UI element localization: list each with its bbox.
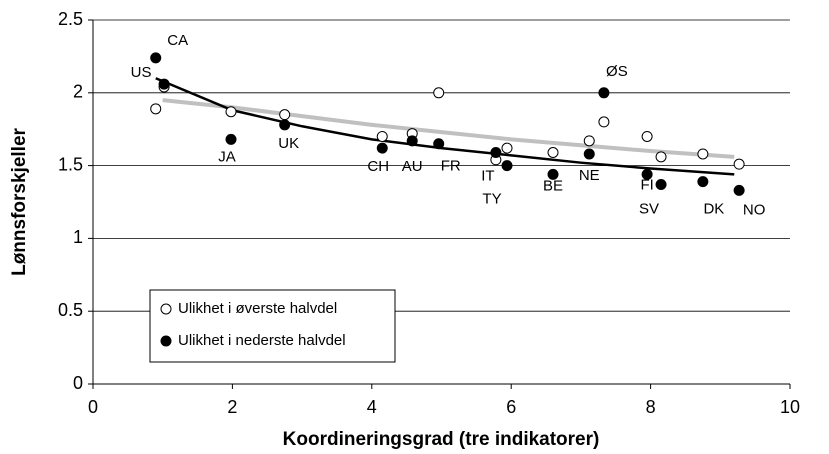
y-tick-label: 1.5	[58, 154, 83, 174]
point	[433, 87, 445, 99]
point	[150, 103, 162, 115]
x-tick-label: 10	[780, 397, 800, 417]
point	[583, 135, 595, 147]
point-label: NO	[743, 201, 766, 218]
point	[655, 151, 667, 163]
point	[279, 109, 291, 121]
point-label: CH	[367, 158, 389, 175]
point	[376, 142, 388, 154]
point	[501, 160, 513, 172]
point	[733, 184, 745, 196]
trend-line	[162, 98, 735, 159]
point	[225, 106, 237, 118]
point-label: ØS	[606, 63, 628, 80]
legend-box	[149, 289, 396, 363]
y-tick-label: 2	[73, 82, 83, 102]
x-tick-label: 6	[506, 397, 516, 417]
point	[641, 168, 653, 180]
point-label: UK	[278, 135, 299, 152]
point	[697, 148, 709, 160]
x-axis-title: Koordineringsgrad (tre indikatorer)	[283, 429, 600, 450]
point	[641, 130, 653, 142]
point-label: SV	[639, 200, 659, 217]
point	[225, 133, 237, 145]
point	[547, 168, 559, 180]
point-label: FR	[441, 158, 461, 175]
point	[279, 119, 291, 131]
point	[501, 142, 513, 154]
point-label: BE	[543, 177, 563, 194]
point-label: FI	[640, 176, 653, 193]
point-label: NE	[579, 167, 600, 184]
legend-label: Ulikhet i øverste halvdel	[178, 300, 337, 317]
point	[583, 148, 595, 160]
point-label: DK	[703, 201, 724, 218]
legend-marker	[160, 335, 172, 347]
y-axis-title: Lønnsforskjeller	[9, 127, 30, 275]
point-label: AU	[402, 158, 423, 175]
point-label: IT	[481, 167, 494, 184]
y-tick-label: 1	[73, 227, 83, 247]
y-tick-label: 0	[73, 373, 83, 393]
point	[376, 130, 388, 142]
point-label: US	[131, 64, 152, 81]
y-tick-label: 0.5	[58, 300, 83, 320]
point	[655, 179, 667, 191]
point	[490, 146, 502, 158]
point	[733, 158, 745, 170]
point	[150, 52, 162, 64]
point	[598, 116, 610, 128]
point	[697, 176, 709, 188]
y-tick-label: 2.5	[58, 9, 83, 29]
point-label: JA	[218, 148, 236, 165]
legend-marker	[160, 303, 172, 315]
x-tick-label: 4	[367, 397, 377, 417]
point-label: CA	[167, 32, 188, 49]
x-tick-label: 0	[88, 397, 98, 417]
point	[547, 146, 559, 158]
x-tick-label: 8	[646, 397, 656, 417]
point	[406, 135, 418, 147]
point	[433, 138, 445, 150]
point	[158, 78, 170, 90]
point-label: TY	[482, 191, 501, 208]
x-tick-label: 2	[227, 397, 237, 417]
point	[598, 87, 610, 99]
legend-label: Ulikhet i nederste halvdel	[178, 332, 346, 349]
